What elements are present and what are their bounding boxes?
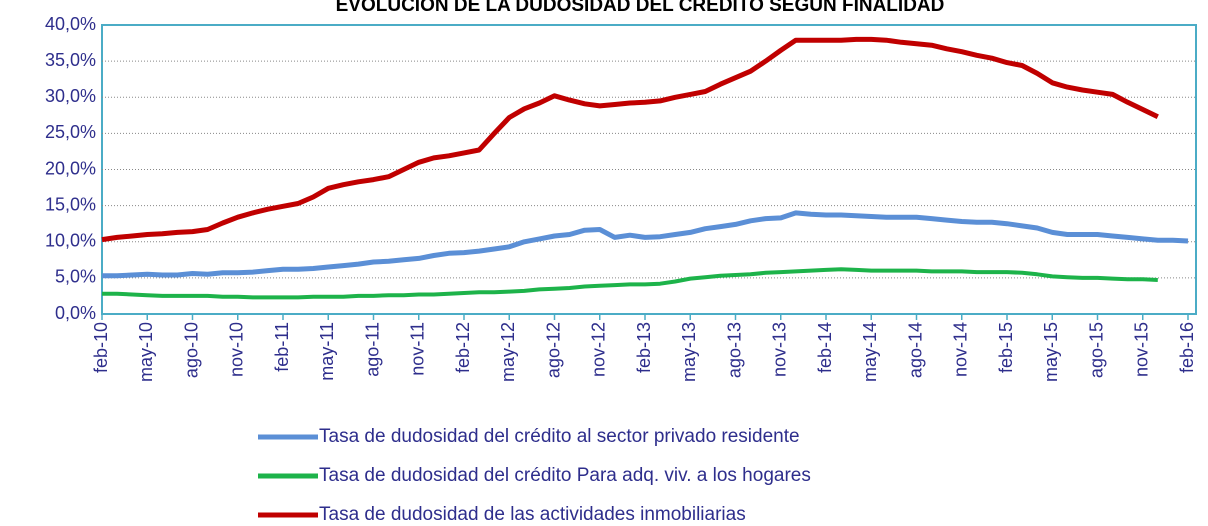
y-tick-label: 15,0% [45, 194, 96, 214]
x-tick-label: may-10 [136, 322, 156, 382]
x-tick-label: ago-11 [362, 322, 382, 377]
y-tick-label: 5,0% [55, 267, 96, 287]
series-line [102, 267, 1158, 300]
x-tick-label: feb-13 [634, 322, 654, 373]
y-tick-label: 35,0% [45, 50, 96, 70]
x-tick-label: feb-14 [815, 322, 835, 373]
x-tick-label: nov-12 [589, 322, 609, 377]
x-tick-label: may-11 [317, 322, 337, 381]
x-tick-label: ago-15 [1086, 322, 1106, 378]
chart-title: EVOLUCIÓN DE LA DUDOSIDAD DEL CRÉDITO SE… [336, 0, 945, 16]
x-tick-label: nov-14 [951, 322, 971, 377]
x-tick-label: nov-10 [227, 322, 247, 377]
x-tick-label: ago-14 [905, 322, 925, 378]
legend-label: Tasa de dudosidad del crédito Para adq. … [319, 465, 811, 486]
x-tick-label: ago-10 [181, 322, 201, 378]
series-line [102, 210, 1189, 279]
x-tick-label: ago-12 [543, 322, 563, 378]
x-tick-label: feb-12 [453, 322, 473, 373]
y-tick-label: 40,0% [45, 14, 96, 34]
x-tick-label: nov-13 [770, 322, 790, 377]
y-tick-label: 30,0% [45, 86, 96, 106]
x-tick-label: ago-13 [724, 322, 744, 378]
legend-label: Tasa de dudosidad del crédito al sector … [319, 426, 800, 447]
x-tick-label: may-15 [1041, 322, 1061, 382]
y-tick-label: 0,0% [55, 303, 96, 323]
x-tick-label: nov-15 [1132, 322, 1152, 377]
x-tick-label: feb-10 [91, 322, 111, 373]
y-tick-label: 25,0% [45, 122, 96, 142]
x-tick-label: may-12 [498, 322, 518, 382]
series-line [101, 36, 1159, 243]
legend-label: Tasa de dudosidad de las actividades inm… [319, 504, 746, 525]
y-tick-label: 20,0% [45, 158, 96, 178]
y-tick-label: 10,0% [45, 231, 96, 251]
x-tick-label: nov-11 [408, 322, 428, 376]
x-tick-label: may-13 [679, 322, 699, 382]
x-tick-label: feb-11 [272, 322, 292, 372]
x-tick-label: feb-16 [1177, 322, 1197, 373]
x-tick-label: may-14 [860, 322, 880, 382]
x-tick-label: feb-15 [996, 322, 1016, 373]
